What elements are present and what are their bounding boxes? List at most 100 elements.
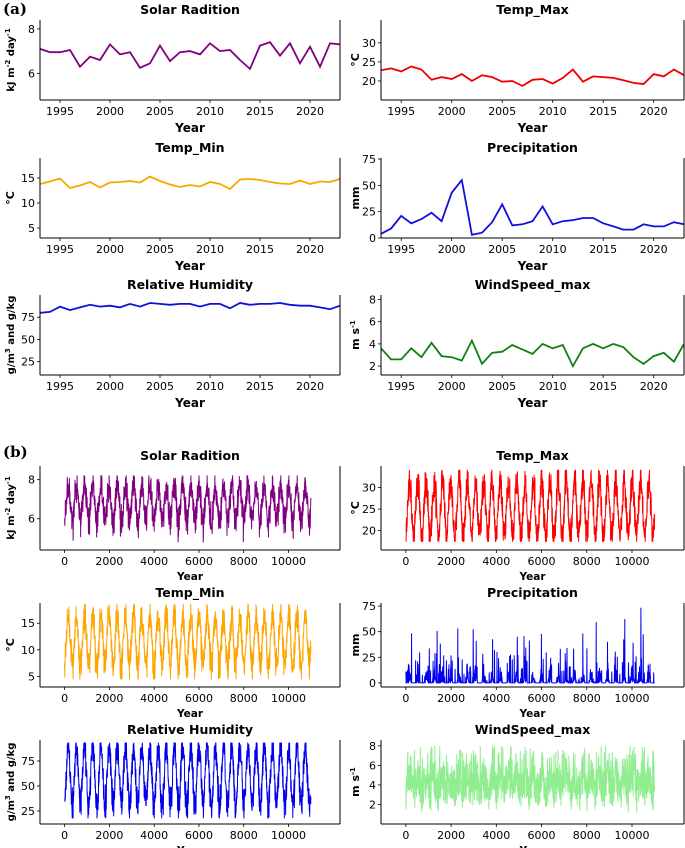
x-tick-label: 0 — [402, 829, 409, 842]
chart-title: Temp_Max — [496, 448, 569, 464]
y-tick-label: 75 — [362, 600, 376, 613]
y-tick-label: 0 — [369, 677, 376, 690]
x-tick-label: 2015 — [246, 380, 274, 393]
x-tick-label: 2015 — [246, 105, 274, 118]
series-line — [40, 177, 340, 190]
chart-title: WindSpeed_max — [475, 277, 591, 293]
panel-label-b: (b) — [3, 443, 28, 461]
x-tick-label: 2000 — [437, 829, 465, 842]
y-tick-label: 5 — [28, 670, 35, 683]
chart-title: Temp_Min — [155, 585, 224, 601]
x-tick-label: 0 — [402, 692, 409, 705]
chart-b_rh: Relative HumidityYearg/m3 and g/kg255075… — [4, 722, 340, 848]
y-tick-label: 6 — [369, 316, 376, 329]
x-tick-label: 2000 — [438, 105, 466, 118]
y-tick-label: 2 — [369, 360, 376, 373]
x-axis-label: Year — [518, 571, 546, 583]
x-tick-label: 6000 — [528, 692, 556, 705]
x-axis-label: Year — [176, 708, 204, 720]
x-tick-label: 2015 — [246, 243, 274, 256]
y-tick-label: 20 — [362, 75, 376, 88]
x-tick-label: 4000 — [482, 829, 510, 842]
y-tick-label: 15 — [21, 172, 35, 185]
x-tick-label: 2000 — [96, 105, 124, 118]
x-tick-label: 0 — [61, 555, 68, 568]
x-tick-label: 2000 — [437, 692, 465, 705]
x-tick-label: 1995 — [46, 243, 74, 256]
y-tick-label: 20 — [362, 525, 376, 538]
x-tick-label: 2000 — [437, 555, 465, 568]
series-line — [40, 303, 340, 313]
y-axis-label: °C — [349, 501, 362, 515]
chart-b_solar: Solar Radition Year kJ m-2 day-1 6 8 0 2000 400… — [4, 448, 340, 583]
x-tick-label: 2020 — [296, 105, 324, 118]
x-tick-label: 8000 — [573, 829, 601, 842]
x-tick-label: 0 — [61, 829, 68, 842]
y-tick-label: 50 — [21, 333, 35, 346]
x-axis-label: Year — [517, 121, 548, 135]
y-tick-label: 6 — [28, 513, 35, 526]
x-tick-label: 1995 — [387, 105, 415, 118]
x-tick-label: 2000 — [95, 829, 123, 842]
x-tick-label: 8000 — [230, 692, 258, 705]
chart-title: Relative Humidity — [127, 277, 253, 292]
x-tick-label: 4000 — [482, 555, 510, 568]
chart-a_rh: Relative Humidity Year g/m3 and g/kg 25 50 75… — [4, 277, 340, 410]
y-tick-label: 25 — [21, 356, 35, 369]
x-tick-label: 1995 — [387, 243, 415, 256]
series-line — [381, 341, 684, 367]
x-tick-label: 2005 — [488, 105, 516, 118]
chart-a_precip: Precipitation Year mm 0 25 50 75 1995 2000 2005 20… — [349, 140, 684, 273]
series-line — [65, 476, 311, 542]
y-axis-label: °C — [4, 191, 17, 205]
y-tick-label: 75 — [362, 153, 376, 166]
chart-title: Solar Radition — [140, 448, 240, 463]
x-tick-label: 0 — [61, 692, 68, 705]
series-line — [406, 608, 655, 683]
y-tick-label: 8 — [369, 740, 376, 753]
y-axis-label: kJ m-2 day-1 — [4, 476, 17, 540]
x-tick-label: 4000 — [140, 829, 168, 842]
x-axis-label: Year — [176, 571, 204, 583]
x-tick-label: 2005 — [146, 380, 174, 393]
x-axis-label: Year — [174, 121, 205, 135]
series-line — [40, 42, 340, 69]
x-tick-label: 2010 — [196, 380, 224, 393]
y-axis-label: g/m3 and g/kg — [4, 296, 17, 375]
x-tick-label: 6000 — [185, 829, 213, 842]
x-tick-label: 2000 — [96, 380, 124, 393]
y-tick-label: 8 — [28, 23, 35, 36]
y-tick-label: 6 — [369, 759, 376, 772]
panel-label-a: (a) — [3, 0, 27, 18]
y-tick-label: 5 — [28, 222, 35, 235]
x-tick-label: 1995 — [46, 380, 74, 393]
y-tick-label: 30 — [362, 482, 376, 495]
x-tick-label: 6000 — [528, 555, 556, 568]
x-tick-label: 10000 — [614, 829, 649, 842]
x-tick-label: 1995 — [387, 380, 415, 393]
y-tick-label: 10 — [21, 644, 35, 657]
x-tick-label: 2010 — [196, 105, 224, 118]
y-tick-label: 25 — [362, 651, 376, 664]
x-tick-label: 2005 — [146, 243, 174, 256]
x-tick-label: 2015 — [589, 105, 617, 118]
x-tick-label: 2000 — [95, 692, 123, 705]
x-tick-label: 8000 — [573, 692, 601, 705]
x-tick-label: 4000 — [140, 555, 168, 568]
x-axis-label: Year — [517, 396, 548, 410]
x-tick-label: 2010 — [539, 380, 567, 393]
x-tick-label: 10000 — [271, 829, 306, 842]
y-tick-label: 4 — [369, 338, 376, 351]
y-tick-label: 50 — [362, 179, 376, 192]
x-tick-label: 2000 — [438, 380, 466, 393]
y-tick-label: 0 — [369, 232, 376, 245]
x-tick-label: 4000 — [140, 692, 168, 705]
x-tick-label: 2005 — [146, 105, 174, 118]
chart-b_wind: WindSpeed_maxYearm s-1246802000400060008… — [349, 722, 684, 848]
y-tick-label: 75 — [21, 311, 35, 324]
x-tick-label: 8000 — [230, 555, 258, 568]
y-tick-label: 25 — [362, 56, 376, 69]
x-tick-label: 2015 — [589, 380, 617, 393]
y-tick-label: 50 — [21, 780, 35, 793]
y-tick-label: 50 — [362, 626, 376, 639]
